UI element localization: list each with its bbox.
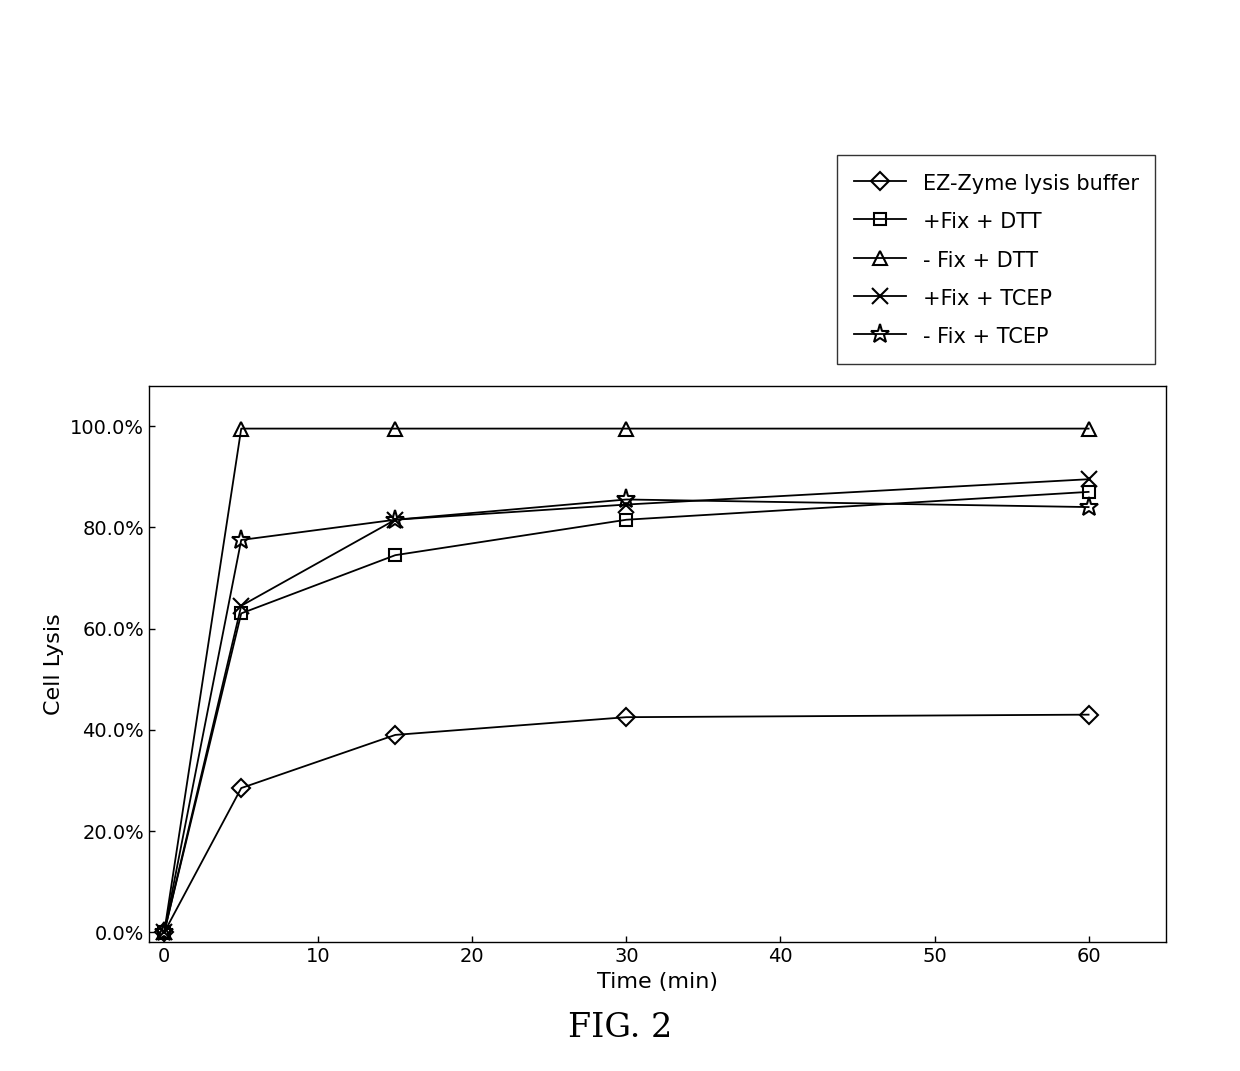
- Fix + TCEP: [1081, 500, 1096, 513]
Line: EZ-Zyme lysis buffer: EZ-Zyme lysis buffer: [157, 708, 1095, 938]
X-axis label: Time (min): Time (min): [596, 971, 718, 992]
EZ-Zyme lysis buffer: [1081, 708, 1096, 721]
- Fix + TCEP: [619, 493, 634, 506]
- Fix + DTT: [388, 422, 403, 435]
- Fix + DTT: [619, 422, 634, 435]
+Fix + DTT: [1081, 485, 1096, 498]
Text: FIG. 2: FIG. 2: [568, 1012, 672, 1044]
Y-axis label: Cell Lysis: Cell Lysis: [45, 613, 64, 715]
EZ-Zyme lysis buffer: [619, 711, 634, 724]
- Fix + DTT: [1081, 422, 1096, 435]
+Fix + TCEP: [234, 600, 249, 613]
EZ-Zyme lysis buffer: [388, 728, 403, 741]
Legend: EZ-Zyme lysis buffer, +Fix + DTT, - Fix + DTT, +Fix + TCEP, - Fix + TCEP: EZ-Zyme lysis buffer, +Fix + DTT, - Fix …: [837, 155, 1156, 364]
+Fix + DTT: [388, 548, 403, 561]
+Fix + TCEP: [388, 513, 403, 526]
Line: +Fix + DTT: +Fix + DTT: [157, 485, 1095, 938]
+Fix + DTT: [619, 513, 634, 526]
- Fix + TCEP: [156, 926, 171, 939]
- Fix + TCEP: [388, 513, 403, 526]
EZ-Zyme lysis buffer: [234, 782, 249, 795]
Line: - Fix + TCEP: - Fix + TCEP: [155, 489, 1099, 942]
EZ-Zyme lysis buffer: [156, 926, 171, 939]
+Fix + TCEP: [619, 498, 634, 511]
- Fix + DTT: [234, 422, 249, 435]
+Fix + TCEP: [156, 926, 171, 939]
Line: +Fix + TCEP: +Fix + TCEP: [156, 471, 1096, 940]
+Fix + DTT: [156, 926, 171, 939]
- Fix + TCEP: [234, 533, 249, 546]
+Fix + TCEP: [1081, 472, 1096, 485]
+Fix + DTT: [234, 607, 249, 620]
Line: - Fix + DTT: - Fix + DTT: [157, 422, 1095, 939]
- Fix + DTT: [156, 926, 171, 939]
